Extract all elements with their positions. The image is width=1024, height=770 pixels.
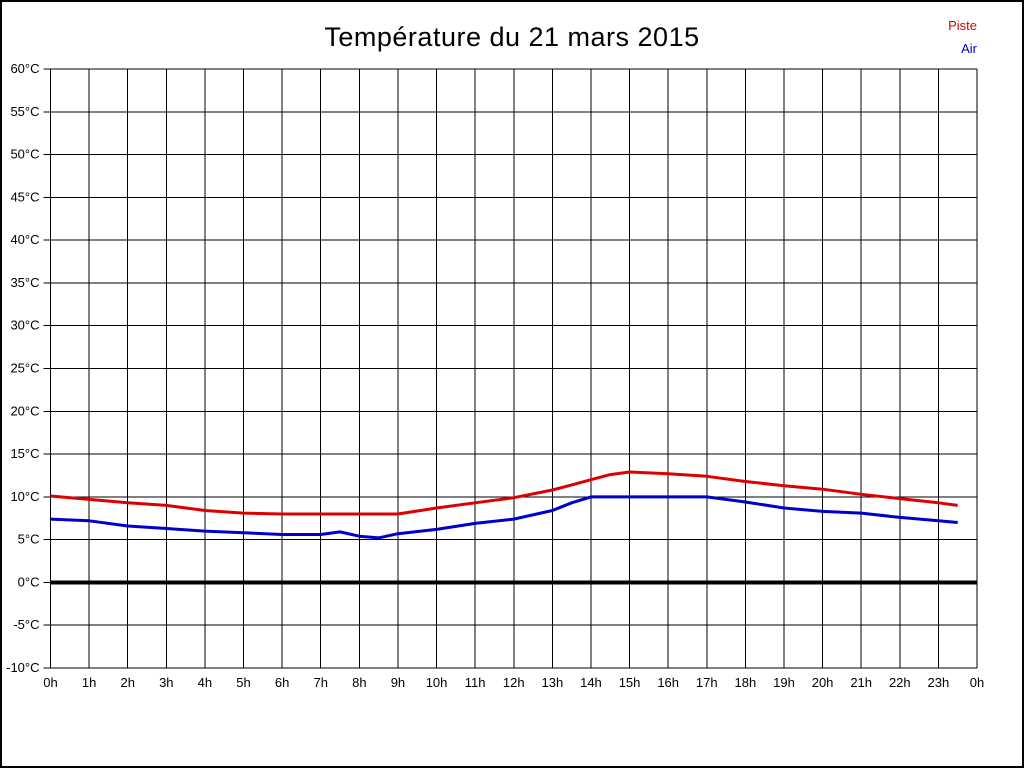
svg-text:2h: 2h xyxy=(120,675,134,690)
svg-text:11h: 11h xyxy=(465,675,486,690)
svg-text:60°C: 60°C xyxy=(10,61,39,76)
legend-piste-label: Piste xyxy=(948,18,977,33)
chart-legend: Piste Air xyxy=(948,14,977,60)
air-line xyxy=(50,495,958,540)
svg-text:23h: 23h xyxy=(928,675,950,690)
svg-text:5°C: 5°C xyxy=(18,532,40,547)
svg-text:15h: 15h xyxy=(619,675,641,690)
chart-title: Température du 21 mars 2015 xyxy=(324,22,700,52)
svg-text:21h: 21h xyxy=(850,675,872,690)
svg-text:25°C: 25°C xyxy=(10,361,39,376)
svg-text:15°C: 15°C xyxy=(10,446,39,461)
svg-text:22h: 22h xyxy=(889,675,911,690)
svg-text:4h: 4h xyxy=(198,675,212,690)
svg-text:40°C: 40°C xyxy=(10,232,39,247)
svg-text:10h: 10h xyxy=(426,675,448,690)
svg-text:0h: 0h xyxy=(970,675,984,690)
svg-text:35°C: 35°C xyxy=(10,275,39,290)
y-axis-labels: 60°C 55°C 50°C 45°C 40°C 35°C 30°C 25°C 20°C 15°C… xyxy=(6,61,39,675)
svg-text:20°C: 20°C xyxy=(10,403,39,418)
x-axis-labels: 0h 1h 2h 3h 4h 5h 6h 7h 8h 9h 10h 11h 12h 13h 14h 15h 16… xyxy=(43,675,984,690)
svg-text:30°C: 30°C xyxy=(10,318,39,333)
svg-text:6h: 6h xyxy=(275,675,289,690)
svg-text:7h: 7h xyxy=(313,675,327,690)
svg-text:13h: 13h xyxy=(542,675,564,690)
svg-text:0h: 0h xyxy=(43,675,57,690)
svg-text:-5°C: -5°C xyxy=(13,617,39,632)
svg-text:1h: 1h xyxy=(82,675,96,690)
svg-text:-10°C: -10°C xyxy=(6,660,39,675)
svg-text:19h: 19h xyxy=(773,675,795,690)
svg-text:45°C: 45°C xyxy=(10,189,39,204)
svg-text:0°C: 0°C xyxy=(18,574,40,589)
svg-text:16h: 16h xyxy=(657,675,679,690)
svg-text:17h: 17h xyxy=(696,675,718,690)
svg-text:9h: 9h xyxy=(391,675,405,690)
svg-text:14h: 14h xyxy=(580,675,602,690)
svg-text:18h: 18h xyxy=(735,675,757,690)
svg-text:10°C: 10°C xyxy=(10,489,39,504)
piste-line xyxy=(50,470,958,516)
svg-text:3h: 3h xyxy=(159,675,173,690)
svg-text:50°C: 50°C xyxy=(10,147,39,162)
svg-text:8h: 8h xyxy=(352,675,366,690)
legend-air-label: Air xyxy=(961,41,977,56)
svg-text:5h: 5h xyxy=(236,675,250,690)
svg-text:12h: 12h xyxy=(503,675,525,690)
svg-text:20h: 20h xyxy=(812,675,834,690)
svg-text:55°C: 55°C xyxy=(10,104,39,119)
plot-grid xyxy=(43,68,978,669)
